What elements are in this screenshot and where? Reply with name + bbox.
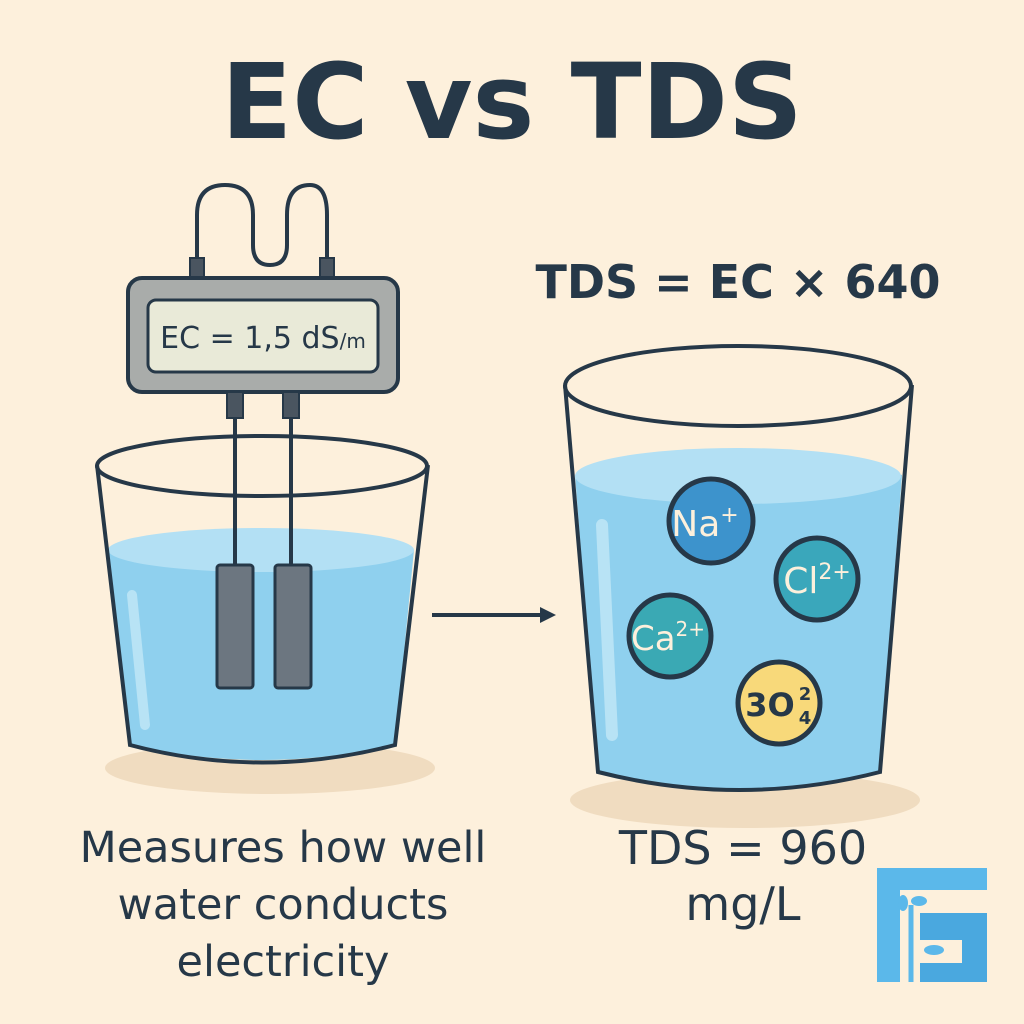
svg-text:Na+: Na+ [671, 503, 738, 545]
brand-logo [877, 868, 987, 982]
svg-text:2: 2 [799, 684, 812, 705]
ion-so4: 3O 2 4 [735, 659, 823, 747]
svg-text:electricity: electricity [177, 937, 390, 987]
meter-reading: EC = 1,5 dS/m [160, 321, 366, 356]
svg-text:water conducts: water conducts [118, 880, 449, 930]
arrow-icon [432, 607, 556, 623]
svg-text:4: 4 [799, 708, 812, 729]
svg-text:Cl2+: Cl2+ [783, 560, 851, 602]
svg-text:Ca2+: Ca2+ [631, 617, 705, 659]
svg-text:Measures how well: Measures how well [80, 823, 487, 873]
right-caption: TDS = 960 mg/L [618, 821, 867, 931]
svg-text:3O: 3O [745, 686, 794, 724]
left-caption: Measures how well water conducts electri… [80, 823, 487, 987]
meter-cable [195, 182, 329, 268]
ec-meter: EC = 1,5 dS/m [126, 276, 400, 394]
page-title: EC vs TDS [221, 41, 803, 163]
right-beaker [563, 344, 920, 828]
probe-electrodes [215, 418, 313, 690]
ion-ca: Ca2+ [626, 592, 714, 680]
formula: TDS = EC × 640 [535, 255, 940, 309]
svg-text:mg/L: mg/L [685, 877, 801, 931]
ion-cl: Cl2+ [773, 535, 861, 623]
svg-text:TDS = 960: TDS = 960 [618, 821, 867, 875]
left-beaker [95, 434, 435, 794]
ion-na: Na+ [666, 476, 756, 566]
